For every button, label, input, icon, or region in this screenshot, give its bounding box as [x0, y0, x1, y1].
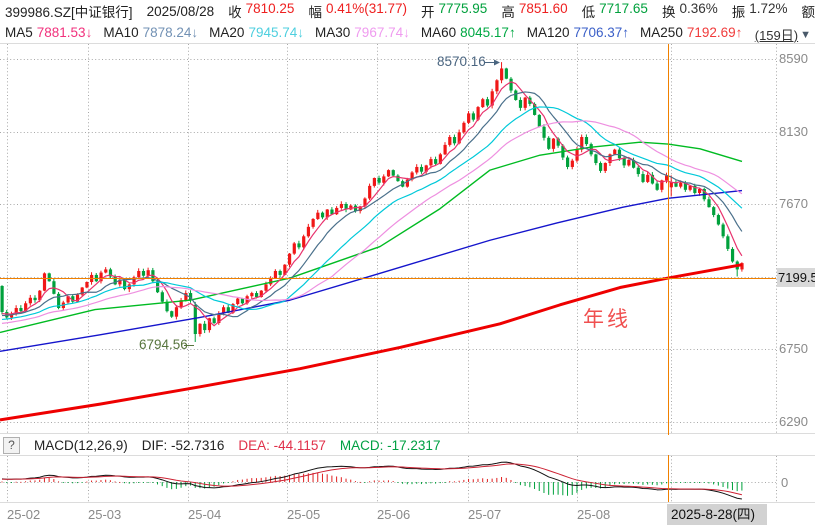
down-arrow-icon: ↓: [191, 24, 199, 40]
up-arrow-icon: ↑: [735, 24, 743, 40]
ma5-legend: MA5 7881.53↓: [5, 24, 93, 40]
down-arrow-icon: 7945.74: [248, 24, 298, 40]
ma-legend: MA5 7881.53↓ MA10 7878.24↓ MA20 7945.74↓ MA…: [5, 23, 742, 41]
ma20-legend: MA20 7945.74↓: [209, 24, 305, 40]
quote-field-high: 高 7851.60: [501, 1, 568, 20]
y-axis-tick: 6750: [779, 341, 808, 356]
crosshair-price-label: 7199.5: [777, 268, 815, 288]
ma120-legend: MA120 7706.37↑: [526, 24, 630, 40]
macd-dif-value: DIF: -52.7316: [141, 437, 225, 453]
macd-dea-value: DEA: -44.1157: [238, 437, 326, 453]
up-arrow-icon: ↑: [622, 24, 630, 40]
quote-header: 399986.SZ[中证银行] 2025/08/28 收 7810.25 幅 0.4…: [5, 1, 815, 20]
range-selector[interactable]: (159日) ▼: [755, 25, 811, 44]
quote-field-close: 收 7810.25: [228, 1, 295, 20]
x-axis-label: 25-08: [577, 507, 611, 522]
quote-field-turnover: 换 0.36%: [661, 1, 718, 20]
y-axis-tick: 6290: [779, 413, 808, 429]
ma60-legend: MA60 8045.17↑: [420, 24, 516, 40]
y-axis-tick: 8130: [779, 123, 808, 139]
y-axis-tick: 7670: [779, 196, 808, 211]
x-axis-label: 25-02: [7, 507, 41, 522]
quote-date: 2025/08/28: [146, 3, 215, 19]
x-axis-label: 25-07: [468, 507, 502, 522]
down-arrow-icon: ↓: [85, 24, 93, 40]
quote-field-change: 幅 0.41%(31.77): [308, 1, 408, 20]
quote-field-amount: 额…: [801, 5, 815, 20]
macd-header: ? MACD(12,26,9) DIF: -52.7316 DEA: -44.1…: [0, 435, 779, 455]
chevron-down-icon[interactable]: ▼: [800, 28, 811, 41]
y-axis-tick: 8590: [779, 51, 808, 66]
quote-field-low: 低 7717.65: [581, 1, 648, 20]
macd-zero-label: 0: [781, 475, 789, 490]
symbol-title: 399986.SZ[中证银行]: [5, 5, 133, 20]
year-line-annotation: 年线: [583, 308, 631, 331]
x-axis-label: 25-06: [377, 507, 411, 522]
help-icon[interactable]: ?: [3, 436, 20, 454]
macd-value: MACD: -17.2317: [339, 437, 441, 453]
macd-formula: MACD(12,26,9): [34, 437, 128, 453]
x-axis-label: 25-05: [287, 507, 321, 522]
x-axis-label: 25-03: [88, 507, 122, 522]
low-annotation: 6794.56: [139, 337, 188, 352]
ma30-legend: MA30 7967.74↓: [315, 24, 410, 40]
range-label[interactable]: (159日): [754, 28, 799, 43]
down-arrow-icon: ↓: [403, 24, 410, 40]
up-arrow-icon: ↑: [508, 24, 516, 40]
quote-field-amplitude: 振 1.72%: [731, 1, 788, 20]
ma250-legend: MA250 7192.69↑: [640, 24, 743, 40]
high-annotation: 8570.16: [437, 54, 486, 69]
crosshair-date-label: 2025-8-28(四): [667, 504, 767, 525]
ma10-legend: MA10 7878.24↓: [103, 24, 199, 40]
x-axis-label: 25-04: [188, 507, 222, 522]
quote-field-open: 开 7775.95: [421, 1, 488, 20]
